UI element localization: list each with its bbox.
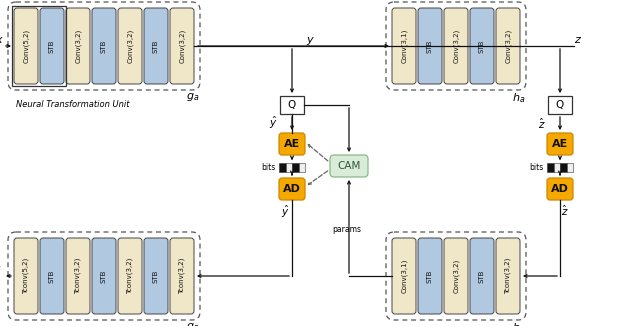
Text: STB: STB <box>49 269 55 283</box>
Text: $g_a$: $g_a$ <box>186 91 199 103</box>
Text: Tconv(3,2): Tconv(3,2) <box>179 258 185 294</box>
FancyBboxPatch shape <box>279 178 305 200</box>
Text: STB: STB <box>153 39 159 53</box>
Text: $\hat{y}$: $\hat{y}$ <box>269 115 278 131</box>
FancyBboxPatch shape <box>14 8 38 84</box>
FancyBboxPatch shape <box>14 238 38 314</box>
Text: bits: bits <box>262 163 276 172</box>
Bar <box>12 6 66 86</box>
FancyBboxPatch shape <box>392 238 416 314</box>
Text: Tconv(3,2): Tconv(3,2) <box>75 258 81 294</box>
FancyBboxPatch shape <box>444 238 468 314</box>
Text: Neural Transformation Unit: Neural Transformation Unit <box>16 100 129 109</box>
Bar <box>279 163 285 172</box>
Text: bits: bits <box>530 163 544 172</box>
FancyBboxPatch shape <box>279 133 305 155</box>
FancyBboxPatch shape <box>118 238 142 314</box>
FancyBboxPatch shape <box>144 8 168 84</box>
Text: z: z <box>574 35 580 45</box>
Text: AD: AD <box>283 184 301 194</box>
FancyBboxPatch shape <box>392 8 416 84</box>
Bar <box>280 96 304 114</box>
Text: $h_s$: $h_s$ <box>512 321 525 326</box>
Text: AE: AE <box>552 139 568 149</box>
FancyBboxPatch shape <box>547 178 573 200</box>
Text: Conv(3,1): Conv(3,1) <box>401 259 407 293</box>
Text: STB: STB <box>427 39 433 53</box>
Text: STB: STB <box>479 39 485 53</box>
Text: Conv(3,2): Conv(3,2) <box>75 29 81 63</box>
Text: CAM: CAM <box>337 161 361 171</box>
Text: Conv(3,2): Conv(3,2) <box>127 29 133 63</box>
Text: $\hat{z}$: $\hat{z}$ <box>538 117 546 131</box>
FancyBboxPatch shape <box>66 238 90 314</box>
Text: Conv(5,2): Conv(5,2) <box>23 29 29 63</box>
Text: STB: STB <box>153 269 159 283</box>
Text: $g_s$: $g_s$ <box>186 321 199 326</box>
FancyBboxPatch shape <box>66 8 90 84</box>
Bar <box>547 163 554 172</box>
FancyBboxPatch shape <box>470 238 494 314</box>
Text: AE: AE <box>284 139 300 149</box>
FancyBboxPatch shape <box>144 238 168 314</box>
FancyBboxPatch shape <box>170 8 194 84</box>
FancyBboxPatch shape <box>92 238 116 314</box>
FancyBboxPatch shape <box>496 8 520 84</box>
Text: Q: Q <box>556 100 564 110</box>
FancyBboxPatch shape <box>418 238 442 314</box>
Text: Tconv(3,2): Tconv(3,2) <box>505 258 511 294</box>
Text: Conv(3,2): Conv(3,2) <box>452 29 460 63</box>
Text: Conv(3,2): Conv(3,2) <box>505 29 511 63</box>
FancyBboxPatch shape <box>330 155 368 177</box>
Bar <box>285 163 292 172</box>
Bar <box>548 96 572 114</box>
Bar <box>566 163 573 172</box>
Bar <box>292 163 298 172</box>
Text: $\hat{x}$: $\hat{x}$ <box>0 260 2 275</box>
Text: Conv(3,2): Conv(3,2) <box>452 259 460 293</box>
Bar <box>298 163 305 172</box>
Text: $\hat{z}$: $\hat{z}$ <box>561 204 569 218</box>
Text: Tconv(5,2): Tconv(5,2) <box>23 258 29 294</box>
Text: AD: AD <box>551 184 569 194</box>
Text: Tconv(3,2): Tconv(3,2) <box>127 258 133 294</box>
Text: STB: STB <box>479 269 485 283</box>
Bar <box>560 163 566 172</box>
Text: Conv(3,2): Conv(3,2) <box>179 29 185 63</box>
Text: x: x <box>0 35 2 45</box>
Text: $\hat{y}$: $\hat{y}$ <box>282 204 290 220</box>
Text: STB: STB <box>101 269 107 283</box>
FancyBboxPatch shape <box>170 238 194 314</box>
Text: Q: Q <box>288 100 296 110</box>
Text: STB: STB <box>101 39 107 53</box>
FancyBboxPatch shape <box>40 8 64 84</box>
Text: y: y <box>306 35 312 45</box>
Text: STB: STB <box>49 39 55 53</box>
FancyBboxPatch shape <box>496 238 520 314</box>
FancyBboxPatch shape <box>547 133 573 155</box>
FancyBboxPatch shape <box>418 8 442 84</box>
Text: STB: STB <box>427 269 433 283</box>
Text: Conv(3,1): Conv(3,1) <box>401 29 407 63</box>
FancyBboxPatch shape <box>92 8 116 84</box>
FancyBboxPatch shape <box>470 8 494 84</box>
Text: params: params <box>333 225 362 234</box>
Bar <box>554 163 560 172</box>
FancyBboxPatch shape <box>444 8 468 84</box>
Text: $h_a$: $h_a$ <box>512 91 525 105</box>
FancyBboxPatch shape <box>118 8 142 84</box>
FancyBboxPatch shape <box>40 238 64 314</box>
